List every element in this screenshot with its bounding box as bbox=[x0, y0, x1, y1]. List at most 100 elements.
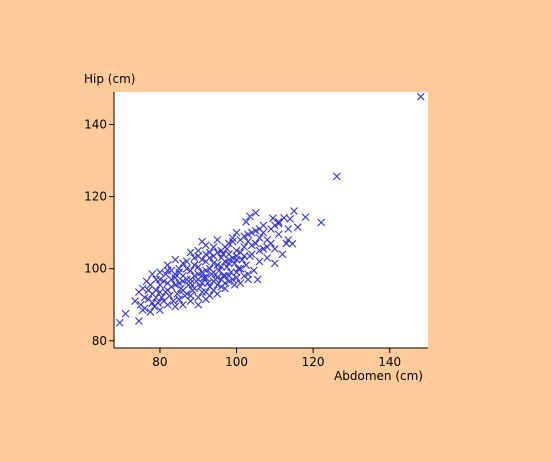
data-point bbox=[236, 235, 245, 244]
data-point bbox=[202, 273, 210, 282]
data-point bbox=[121, 309, 130, 318]
data-point bbox=[173, 290, 182, 298]
data-point bbox=[182, 257, 191, 266]
data-point bbox=[171, 255, 180, 264]
data-point bbox=[146, 308, 155, 316]
data-point bbox=[270, 244, 279, 253]
data-point bbox=[136, 300, 145, 309]
data-point bbox=[284, 225, 293, 233]
data-point bbox=[286, 215, 295, 223]
data-point bbox=[179, 277, 187, 286]
data-point bbox=[249, 266, 258, 275]
data-point bbox=[244, 275, 252, 284]
data-point bbox=[190, 253, 199, 262]
y-tick-label: 140 bbox=[84, 117, 107, 131]
data-point bbox=[278, 250, 287, 259]
data-point bbox=[167, 275, 176, 284]
data-point bbox=[301, 213, 310, 222]
data-point bbox=[232, 268, 241, 277]
data-point bbox=[144, 295, 153, 304]
data-point bbox=[156, 268, 164, 277]
data-point bbox=[205, 291, 214, 300]
scatter-points bbox=[115, 92, 425, 327]
y-axis-ticks: 80 100 120 140 bbox=[84, 117, 114, 348]
data-point bbox=[242, 217, 250, 226]
data-point bbox=[209, 243, 218, 251]
data-point bbox=[332, 172, 341, 181]
data-point bbox=[175, 264, 183, 273]
data-point bbox=[232, 255, 241, 264]
data-point bbox=[202, 266, 210, 275]
data-point bbox=[263, 253, 272, 262]
data-point bbox=[224, 255, 233, 264]
data-point bbox=[217, 282, 226, 291]
data-point bbox=[138, 306, 147, 315]
data-point bbox=[234, 264, 243, 273]
data-point bbox=[240, 243, 249, 251]
data-point bbox=[263, 243, 272, 251]
data-point bbox=[228, 237, 237, 246]
data-point bbox=[221, 284, 229, 293]
y-tick-label: 80 bbox=[92, 334, 107, 348]
data-point bbox=[182, 264, 191, 273]
data-point bbox=[135, 317, 143, 325]
data-point bbox=[142, 277, 151, 286]
data-point bbox=[244, 230, 252, 239]
data-point bbox=[209, 268, 218, 277]
data-point bbox=[317, 218, 326, 227]
data-point bbox=[247, 250, 256, 259]
data-point bbox=[194, 262, 203, 271]
data-point bbox=[251, 226, 260, 235]
data-point bbox=[194, 252, 203, 260]
data-point bbox=[186, 248, 195, 257]
data-point bbox=[198, 288, 206, 297]
data-point bbox=[274, 230, 283, 239]
data-point bbox=[259, 221, 268, 230]
data-point bbox=[213, 281, 222, 289]
data-point bbox=[209, 259, 218, 268]
data-point bbox=[230, 281, 239, 289]
data-point bbox=[159, 297, 168, 306]
data-point bbox=[171, 302, 180, 311]
data-point bbox=[152, 293, 161, 302]
data-point bbox=[246, 212, 254, 221]
data-point bbox=[140, 293, 149, 302]
data-point bbox=[154, 299, 162, 307]
data-point bbox=[228, 275, 237, 284]
data-point bbox=[217, 262, 226, 271]
data-point bbox=[242, 261, 250, 269]
data-point bbox=[186, 266, 195, 275]
data-point bbox=[186, 279, 195, 287]
data-point bbox=[213, 235, 222, 244]
data-point bbox=[175, 279, 183, 287]
data-point bbox=[209, 286, 218, 295]
data-point bbox=[190, 261, 199, 269]
data-point bbox=[163, 286, 172, 295]
data-point bbox=[171, 273, 180, 282]
data-point bbox=[282, 239, 291, 248]
data-point bbox=[228, 234, 237, 242]
data-point bbox=[217, 246, 226, 255]
data-point bbox=[148, 270, 157, 278]
data-point bbox=[179, 300, 187, 309]
data-point bbox=[274, 219, 283, 228]
data-point bbox=[251, 239, 260, 248]
data-point bbox=[152, 286, 161, 295]
data-point bbox=[169, 297, 178, 306]
data-point bbox=[238, 255, 247, 264]
data-point bbox=[157, 293, 166, 302]
data-point bbox=[115, 318, 124, 327]
data-point bbox=[251, 208, 260, 217]
data-point bbox=[247, 241, 256, 250]
data-point bbox=[194, 300, 203, 309]
x-tick-label: 140 bbox=[378, 355, 401, 369]
data-point bbox=[190, 284, 199, 293]
y-tick-label: 100 bbox=[84, 262, 107, 276]
data-point bbox=[247, 228, 256, 237]
data-point bbox=[240, 252, 249, 260]
x-tick-label: 120 bbox=[302, 355, 325, 369]
data-point bbox=[198, 237, 206, 246]
data-point bbox=[175, 268, 183, 277]
data-point bbox=[217, 275, 226, 284]
